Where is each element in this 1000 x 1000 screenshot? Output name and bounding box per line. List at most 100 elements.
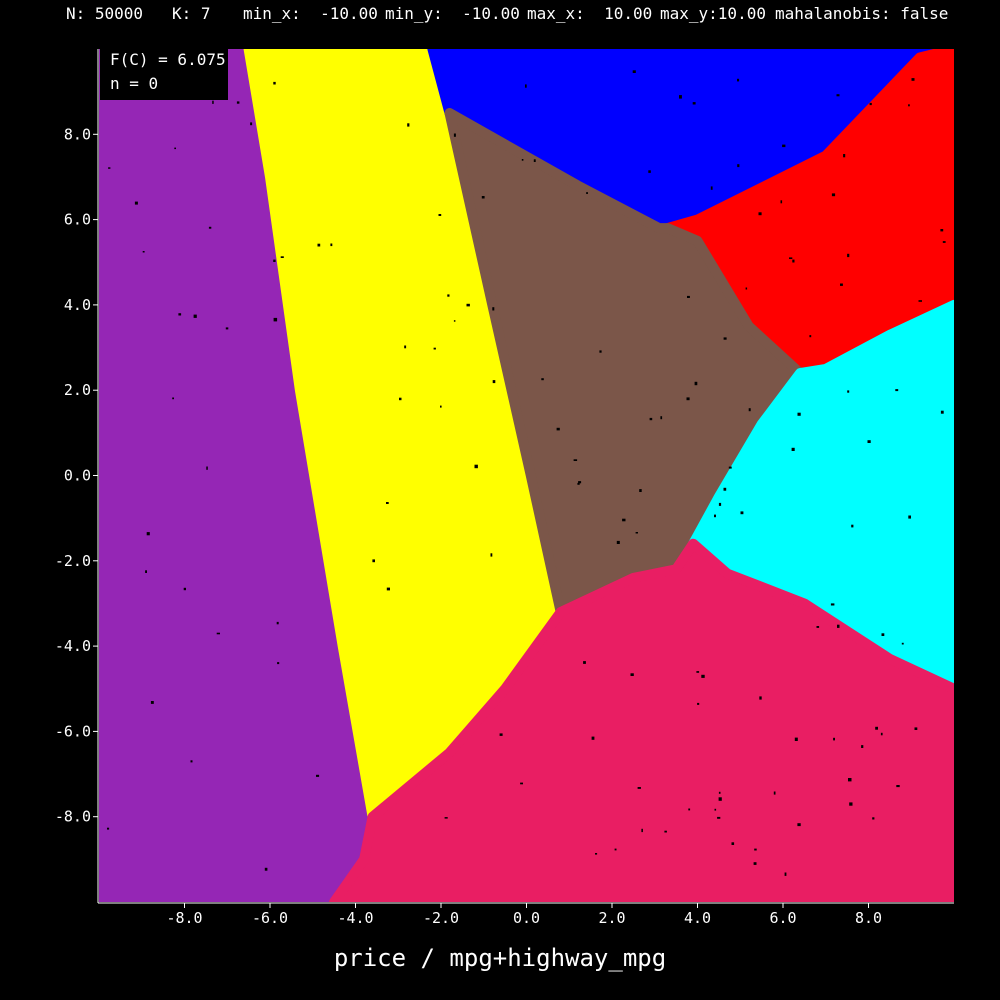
min-x-label: min_x: -10.00 bbox=[243, 4, 378, 23]
speck bbox=[577, 482, 580, 485]
speck bbox=[908, 104, 910, 107]
speck bbox=[407, 123, 410, 127]
speck bbox=[649, 417, 653, 421]
noise-specks bbox=[107, 58, 946, 876]
speck bbox=[687, 295, 690, 298]
speck bbox=[280, 256, 284, 258]
speck bbox=[908, 515, 911, 519]
speck bbox=[881, 633, 885, 636]
speck bbox=[481, 196, 485, 199]
speck bbox=[718, 797, 722, 801]
speck bbox=[895, 389, 899, 392]
speck bbox=[433, 347, 436, 350]
speck bbox=[533, 159, 536, 162]
speck bbox=[728, 466, 732, 469]
speck bbox=[791, 447, 795, 451]
speck bbox=[942, 241, 946, 243]
speck bbox=[717, 816, 721, 819]
speck bbox=[276, 621, 279, 625]
speck bbox=[474, 464, 478, 469]
speck bbox=[840, 283, 843, 286]
speck bbox=[216, 632, 220, 635]
objective-overlay: F(C) = 6.075 n = 0 bbox=[100, 46, 228, 100]
cluster-count-label: K: 7 bbox=[172, 4, 211, 23]
y-tick-label: -4.0 bbox=[55, 637, 91, 655]
speck bbox=[440, 405, 442, 408]
speck bbox=[896, 785, 900, 788]
speck bbox=[490, 553, 493, 557]
speck bbox=[714, 808, 717, 811]
speck bbox=[453, 133, 456, 137]
speck bbox=[694, 381, 698, 386]
y-tick-label: 0.0 bbox=[64, 467, 91, 485]
speck bbox=[660, 416, 663, 420]
speck bbox=[875, 726, 878, 730]
speck bbox=[748, 408, 751, 412]
speck bbox=[849, 802, 853, 806]
speck bbox=[754, 848, 757, 851]
speck bbox=[150, 701, 154, 704]
speck bbox=[782, 144, 786, 148]
speck bbox=[911, 78, 915, 81]
speck bbox=[521, 159, 524, 161]
sample-count-label: N: 50000 bbox=[66, 4, 144, 23]
speck bbox=[236, 101, 240, 104]
speck bbox=[641, 828, 643, 833]
speck bbox=[172, 397, 174, 400]
speck bbox=[107, 827, 110, 830]
x-tick-label: -4.0 bbox=[337, 909, 373, 927]
speck bbox=[688, 808, 691, 811]
speck bbox=[386, 587, 390, 591]
speck bbox=[399, 397, 402, 401]
speck bbox=[710, 186, 713, 190]
speck bbox=[630, 673, 634, 676]
speck bbox=[872, 817, 875, 820]
speck bbox=[330, 243, 333, 247]
cluster-regions bbox=[99, 49, 954, 902]
speck bbox=[831, 193, 836, 197]
speck bbox=[861, 745, 864, 748]
iteration-count: n = 0 bbox=[110, 74, 159, 93]
x-axis-label: price / mpg+highway_mpg bbox=[333, 944, 667, 972]
speck bbox=[273, 259, 276, 262]
speck bbox=[541, 378, 544, 381]
speck bbox=[714, 514, 716, 518]
speck bbox=[833, 737, 835, 741]
speck bbox=[836, 94, 840, 97]
speck bbox=[212, 100, 214, 104]
speck bbox=[830, 603, 835, 606]
speck bbox=[174, 147, 176, 150]
y-tick-label: 8.0 bbox=[64, 125, 91, 143]
speck bbox=[556, 427, 560, 431]
speck bbox=[178, 313, 182, 316]
speck bbox=[466, 303, 470, 307]
speck bbox=[797, 823, 801, 827]
speck bbox=[837, 624, 840, 628]
speck bbox=[679, 95, 682, 99]
speck bbox=[918, 300, 922, 302]
x-tick-label: -6.0 bbox=[252, 909, 288, 927]
speck bbox=[447, 294, 450, 297]
speck bbox=[797, 412, 801, 416]
speck bbox=[108, 167, 111, 169]
speck bbox=[847, 390, 850, 393]
speck bbox=[723, 337, 727, 340]
speck bbox=[499, 733, 503, 736]
speck bbox=[622, 518, 626, 522]
speck bbox=[264, 867, 268, 871]
speck bbox=[758, 212, 762, 216]
speck bbox=[273, 317, 278, 322]
speck bbox=[847, 253, 850, 258]
cluster-region-7 bbox=[329, 538, 954, 902]
info-header: N: 50000 K: 7 min_x: -10.00 min_y: -10.0… bbox=[0, 0, 1000, 28]
speck bbox=[206, 466, 208, 470]
x-tick-label: 2.0 bbox=[598, 909, 625, 927]
x-tick-label: 0.0 bbox=[513, 909, 540, 927]
speck bbox=[759, 696, 762, 700]
speck bbox=[520, 782, 523, 785]
speck bbox=[664, 830, 667, 833]
speck bbox=[583, 661, 586, 664]
max-x-label: max_x: 10.00 bbox=[527, 4, 653, 23]
speck bbox=[792, 259, 795, 263]
speck bbox=[737, 164, 740, 168]
